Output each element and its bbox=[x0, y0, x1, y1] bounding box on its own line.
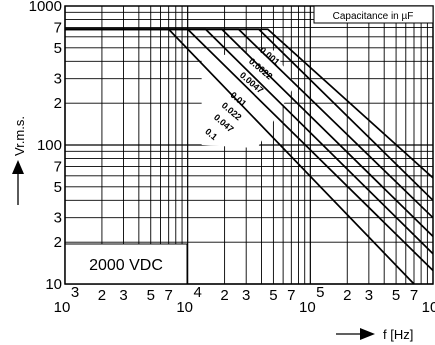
y-tick-label: 3 bbox=[54, 210, 62, 227]
x-tick-label: 5 bbox=[392, 287, 400, 304]
plot-frame bbox=[64, 5, 434, 285]
x-tick-label: 2 bbox=[98, 287, 106, 304]
x-tick-label: 5 bbox=[269, 287, 277, 304]
y-tick-label: 5 bbox=[54, 179, 62, 196]
capacitance-curves bbox=[65, 28, 434, 285]
y-tick-label: 7 bbox=[54, 20, 62, 37]
y-tick-labels: 1000 7 5 3 2 100 7 5 3 2 10 bbox=[29, 0, 62, 293]
x-decade-label: 10 bbox=[422, 299, 435, 316]
y-tick-label: 7 bbox=[54, 159, 62, 176]
y-tick-label: 2 bbox=[54, 234, 62, 251]
x-decade-exponent: 5 bbox=[316, 284, 324, 301]
legend-title: Capacitance in µF bbox=[333, 11, 414, 22]
x-decade-label: 10 bbox=[299, 299, 316, 316]
curve-0.1 bbox=[65, 28, 415, 285]
y-tick-label: 3 bbox=[54, 71, 62, 88]
x-decade-label: 10 bbox=[176, 299, 193, 316]
y-tick-label: 1000 bbox=[29, 0, 62, 15]
y-axis-arrow bbox=[12, 160, 24, 205]
x-axis-label: f [Hz] bbox=[383, 327, 413, 342]
x-decade-exponent: 3 bbox=[71, 284, 79, 301]
x-tick-label: 2 bbox=[220, 287, 228, 304]
x-tick-label: 7 bbox=[410, 287, 418, 304]
x-decade-exponent: 4 bbox=[193, 284, 201, 301]
label-backdrop bbox=[201, 50, 296, 149]
x-tick-label: 3 bbox=[365, 287, 373, 304]
y-tick-label: 5 bbox=[54, 40, 62, 57]
y-axis-label: Vr.m.s. bbox=[12, 116, 27, 156]
x-tick-labels: 235723572357103104105106 bbox=[54, 284, 435, 316]
annotation-text: 2000 VDC bbox=[89, 257, 163, 274]
x-tick-label: 3 bbox=[119, 287, 127, 304]
x-tick-label: 7 bbox=[287, 287, 295, 304]
legend: Capacitance in µF bbox=[313, 5, 434, 24]
x-axis-arrow bbox=[336, 328, 375, 340]
annotation-box bbox=[64, 243, 188, 285]
y-tick-label: 10 bbox=[45, 276, 62, 293]
y-tick-label: 2 bbox=[54, 95, 62, 112]
y-tick-label: 100 bbox=[37, 137, 62, 154]
x-tick-label: 3 bbox=[242, 287, 250, 304]
x-tick-label: 7 bbox=[164, 287, 172, 304]
legend-box bbox=[313, 5, 434, 24]
x-tick-label: 2 bbox=[343, 287, 351, 304]
x-decade-label: 10 bbox=[54, 299, 71, 316]
x-tick-label: 5 bbox=[147, 287, 155, 304]
